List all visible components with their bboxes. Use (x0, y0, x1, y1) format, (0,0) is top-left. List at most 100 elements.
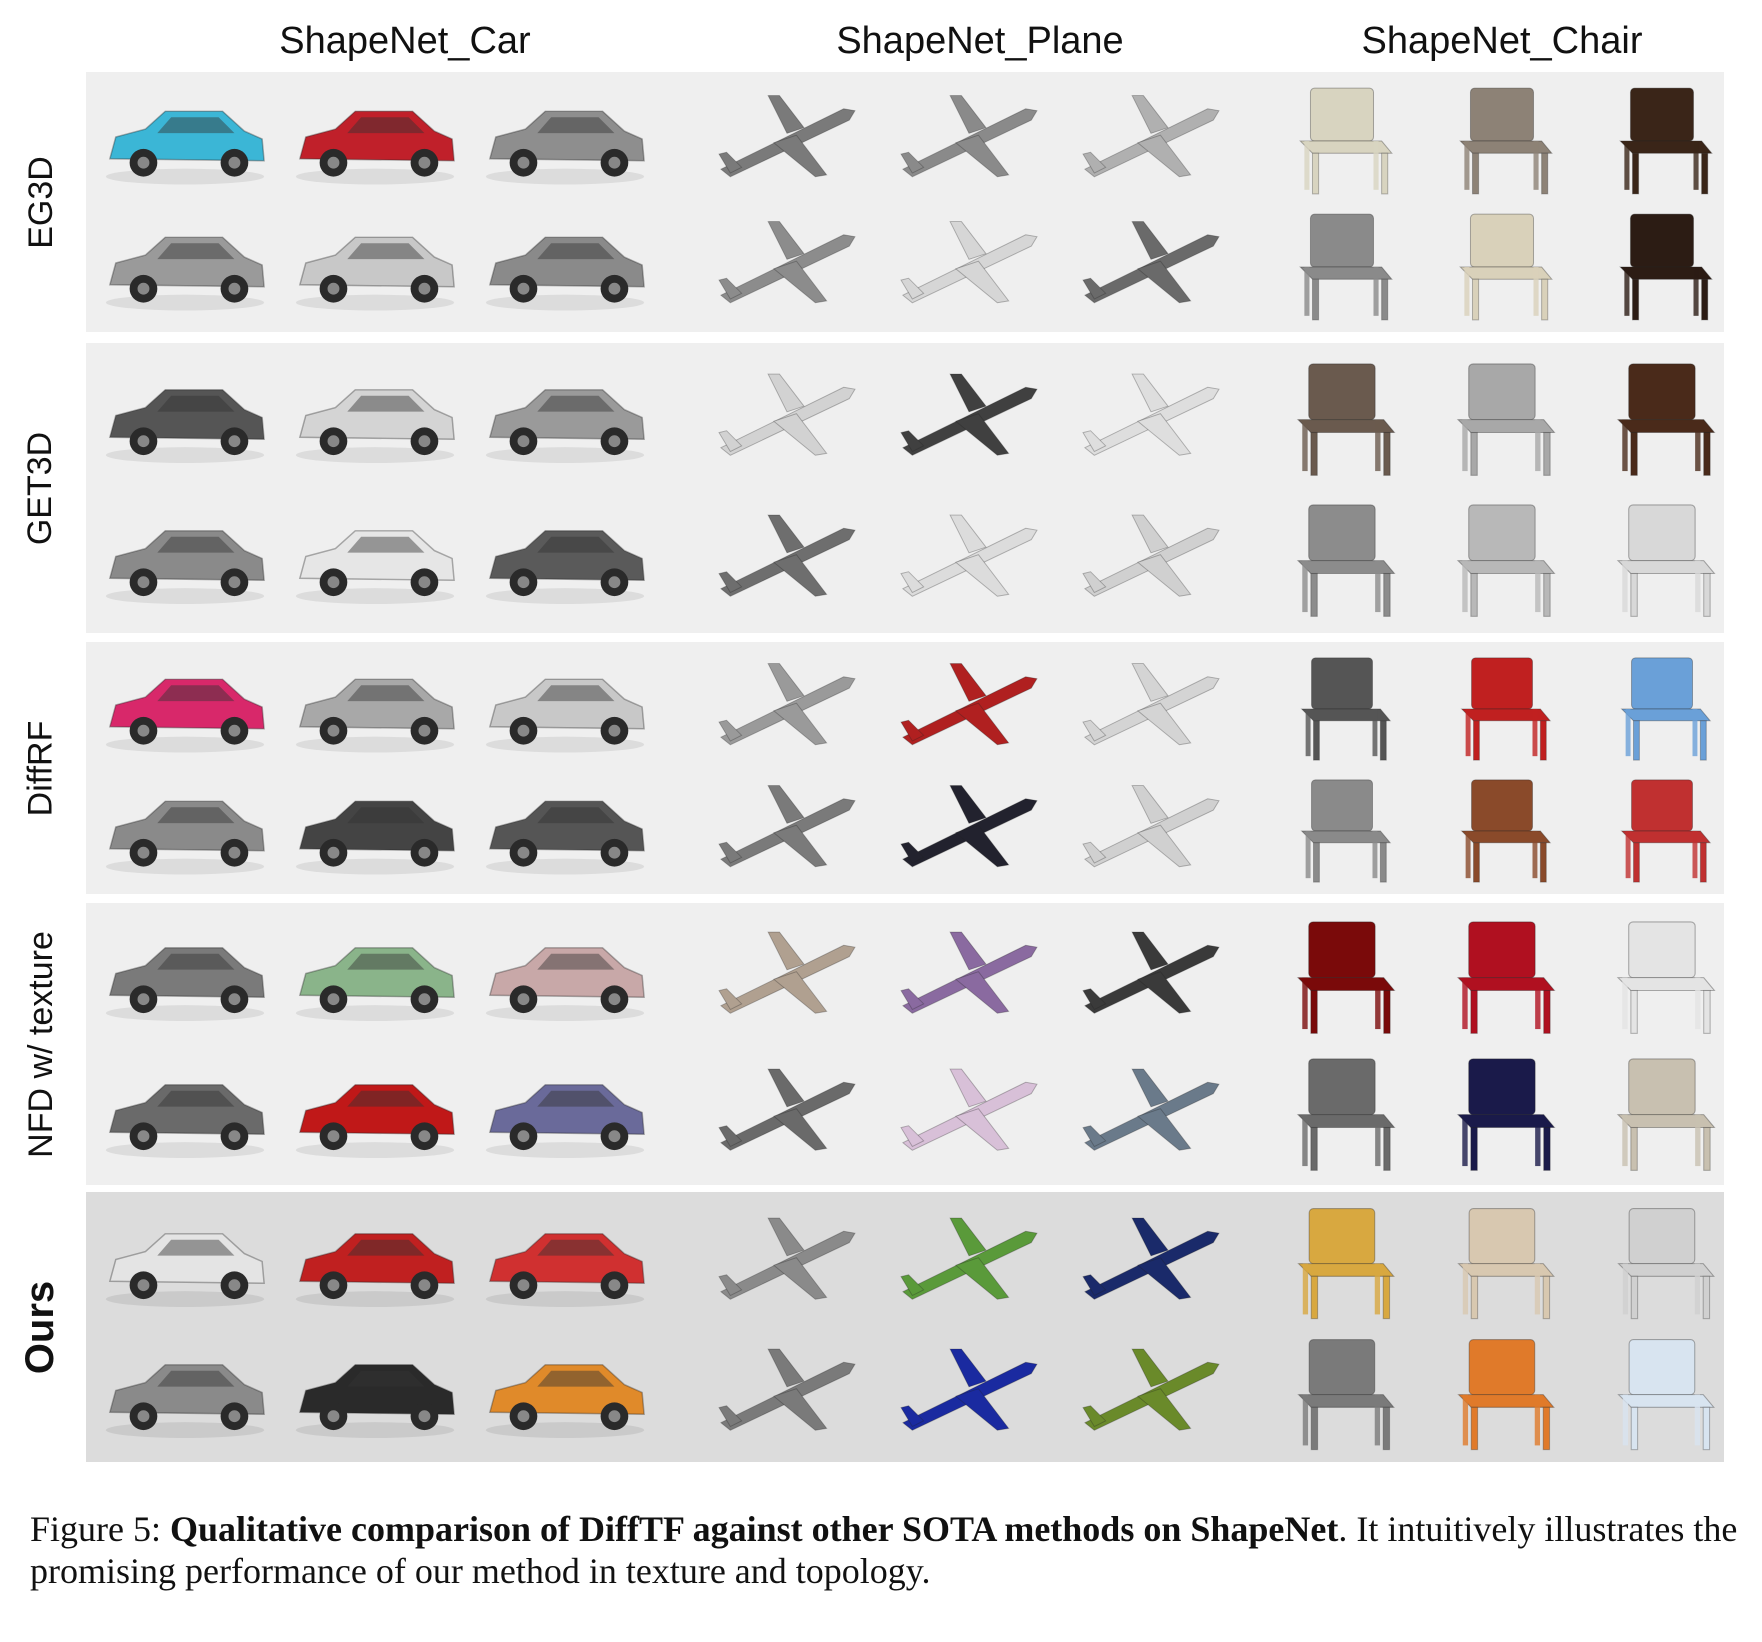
caption-bold: Qualitative comparison of DiffTF against… (170, 1509, 1339, 1549)
column-header-car: ShapeNet_Car (279, 20, 531, 62)
row-label-text: GET3D (21, 431, 60, 545)
figure-caption: Figure 5: Qualitative comparison of Diff… (30, 1508, 1740, 1592)
chair-render (1428, 909, 1578, 1042)
plane-render (1066, 648, 1236, 766)
car-render (96, 648, 274, 766)
row-label-text: EG3D (21, 155, 60, 249)
row-label-0: EG3D (6, 72, 76, 332)
car-render (96, 490, 274, 627)
plane-render (884, 909, 1054, 1042)
car-render (96, 349, 274, 486)
plane-render (884, 490, 1054, 627)
car-render (476, 349, 654, 486)
plane-render (702, 770, 872, 888)
car-render (96, 1198, 274, 1325)
plane-render (1066, 349, 1236, 486)
row-label-text: Ours (18, 1280, 63, 1374)
plane-render (702, 1329, 872, 1456)
car-render (286, 648, 464, 766)
chair-render (1268, 204, 1418, 326)
car-render (476, 78, 654, 200)
plane-render (702, 204, 872, 326)
plane-render (1066, 204, 1236, 326)
car-render (476, 1046, 654, 1179)
plane-render (702, 909, 872, 1042)
plane-render (702, 490, 872, 627)
car-render (286, 909, 464, 1042)
plane-render (1066, 1198, 1236, 1325)
plane-render (884, 78, 1054, 200)
car-render (286, 349, 464, 486)
car-render (476, 490, 654, 627)
chair-render (1588, 1198, 1738, 1325)
plane-render (702, 648, 872, 766)
plane-render (1066, 490, 1236, 627)
plane-render (884, 349, 1054, 486)
row-label-4: Ours (6, 1192, 76, 1462)
chair-render (1268, 78, 1418, 200)
car-render (96, 909, 274, 1042)
chair-render (1268, 770, 1418, 888)
chair-render (1588, 78, 1738, 200)
car-render (96, 204, 274, 326)
car-render (476, 770, 654, 888)
column-header-chair: ShapeNet_Chair (1361, 20, 1643, 62)
chair-render (1268, 1329, 1418, 1456)
chair-render (1588, 1329, 1738, 1456)
chair-render (1428, 770, 1578, 888)
car-render (286, 770, 464, 888)
chair-render (1428, 204, 1578, 326)
chair-render (1588, 909, 1738, 1042)
car-render (96, 1329, 274, 1456)
chair-render (1268, 648, 1418, 766)
plane-render (884, 1198, 1054, 1325)
plane-render (884, 1329, 1054, 1456)
plane-render (1066, 1329, 1236, 1456)
caption-suffix: . It intuitively illustrates the promisi… (30, 1509, 1738, 1591)
chair-render (1588, 490, 1738, 627)
car-render (476, 1329, 654, 1456)
plane-render (702, 78, 872, 200)
chair-render (1428, 78, 1578, 200)
chair-render (1428, 490, 1578, 627)
plane-render (1066, 1046, 1236, 1179)
car-render (476, 909, 654, 1042)
plane-render (1066, 770, 1236, 888)
chair-render (1428, 1329, 1578, 1456)
car-render (476, 648, 654, 766)
chair-render (1268, 909, 1418, 1042)
chair-render (1268, 1046, 1418, 1179)
chair-render (1428, 1198, 1578, 1325)
car-render (286, 204, 464, 326)
row-label-1: GET3D (6, 343, 76, 633)
row-label-text: NFD w/ texture (21, 930, 60, 1158)
car-render (96, 770, 274, 888)
car-render (286, 1046, 464, 1179)
chair-render (1588, 204, 1738, 326)
chair-render (1428, 648, 1578, 766)
row-label-3: NFD w/ texture (6, 903, 76, 1185)
plane-render (702, 1198, 872, 1325)
row-label-text: DiffRF (21, 720, 60, 816)
car-render (286, 1198, 464, 1325)
chair-render (1588, 770, 1738, 888)
chair-render (1268, 349, 1418, 486)
row-label-2: DiffRF (6, 642, 76, 894)
plane-render (702, 1046, 872, 1179)
chair-render (1428, 1046, 1578, 1179)
caption-prefix: Figure 5: (30, 1509, 170, 1549)
chair-render (1268, 490, 1418, 627)
car-render (96, 78, 274, 200)
plane-render (702, 349, 872, 486)
car-render (96, 1046, 274, 1179)
plane-render (884, 770, 1054, 888)
chair-render (1268, 1198, 1418, 1325)
car-render (286, 78, 464, 200)
car-render (476, 1198, 654, 1325)
car-render (286, 490, 464, 627)
car-render (286, 1329, 464, 1456)
chair-render (1588, 648, 1738, 766)
chair-render (1588, 349, 1738, 486)
chair-render (1428, 349, 1578, 486)
plane-render (884, 204, 1054, 326)
